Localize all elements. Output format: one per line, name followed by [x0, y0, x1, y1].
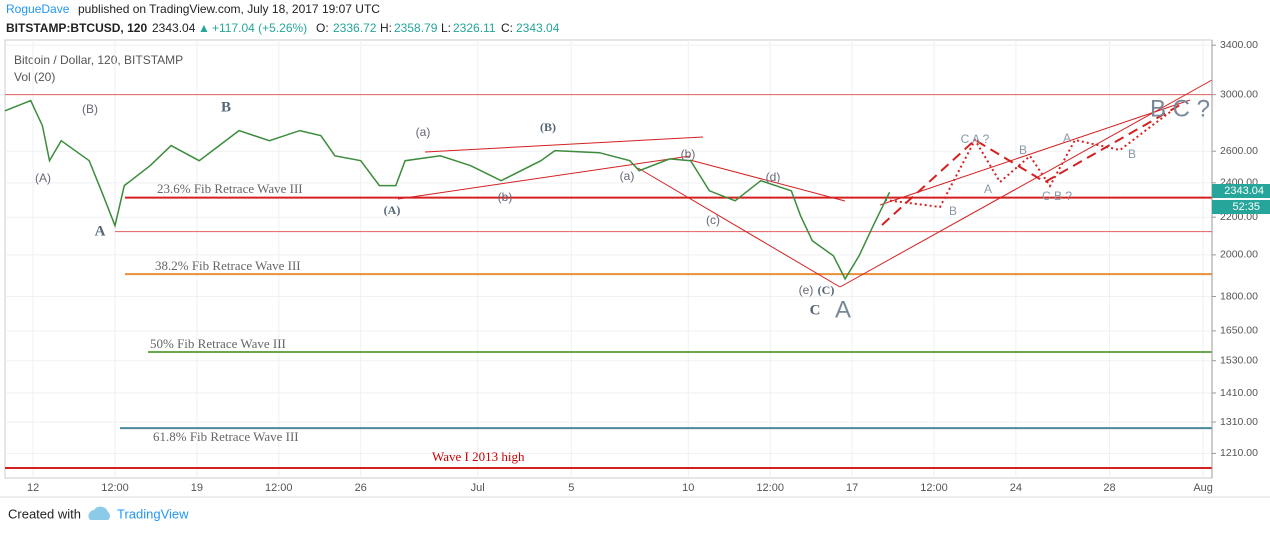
wave-label: (A) — [384, 203, 401, 217]
projection-dashed — [881, 104, 1181, 226]
open-label: O: — [316, 21, 329, 35]
trend-line — [689, 159, 846, 202]
wave-label: A — [835, 296, 851, 323]
change: +117.04 (+5.26%) — [212, 21, 307, 35]
trend-line — [397, 155, 691, 200]
symbol: BITSTAMP:BTCUSD, 120 — [6, 21, 147, 35]
close-label: C: — [501, 21, 513, 35]
wave-label: (A) — [35, 171, 51, 185]
wave-label: (d) — [766, 170, 781, 184]
x-tick-label: Jul — [471, 482, 485, 494]
wave-label: (a) — [620, 169, 635, 183]
published: published on TradingView.com, July 18, 2… — [78, 2, 380, 16]
wave-label: (b) — [681, 147, 696, 161]
footer-logo — [88, 506, 110, 520]
x-tick-label: 12:00 — [920, 482, 948, 494]
x-tick-label: Aug — [1193, 482, 1213, 494]
wave-label: C B ? — [1042, 189, 1072, 203]
low: 2326.11 — [453, 21, 496, 35]
low-label: L: — [441, 21, 451, 35]
x-tick-label: 12:00 — [265, 482, 293, 494]
wave-label: C A ? — [961, 132, 990, 146]
author[interactable]: RogueDave — [6, 2, 70, 16]
trend-line — [879, 99, 1191, 206]
chart-title: Bitcoin / Dollar, 120, BITSTAMP — [14, 53, 183, 67]
level-label: 38.2% Fib Retrace Wave III — [155, 258, 301, 273]
level-label: Wave I 2013 high — [432, 449, 525, 464]
y-tick-label: 3400.00 — [1220, 39, 1258, 51]
arrow: ▲ — [198, 21, 210, 35]
wave-label: A — [95, 223, 106, 239]
y-tick-label: 1650.00 — [1220, 325, 1258, 337]
y-tick-label: 1530.00 — [1220, 354, 1258, 366]
y-tick-label: 1310.00 — [1220, 416, 1258, 428]
x-tick-label: 10 — [682, 482, 694, 494]
last: 2343.04 — [152, 21, 196, 35]
wave-label: A — [984, 182, 992, 196]
price-line — [4, 99, 891, 281]
wave-label: A — [1063, 131, 1071, 145]
high-label: H: — [380, 21, 392, 35]
wave-label: (B) — [540, 120, 556, 134]
last-price-tag — [1212, 184, 1270, 198]
trend-line — [839, 79, 1213, 288]
wave-label: (c) — [706, 213, 720, 227]
x-tick-label: 28 — [1103, 482, 1115, 494]
wave-label: B — [1128, 147, 1136, 161]
wave-label: B C ? — [1150, 95, 1210, 122]
open: 2336.72 — [333, 21, 377, 35]
y-tick-label: 1800.00 — [1220, 290, 1258, 302]
countdown: 52:35 — [1232, 201, 1260, 213]
x-tick-label: 12 — [27, 482, 39, 494]
trend-line — [424, 136, 704, 153]
high: 2358.79 — [394, 21, 438, 35]
wave-label: B — [1019, 143, 1027, 157]
wave-label: (C) — [818, 283, 835, 297]
x-tick-label: 24 — [1010, 482, 1022, 494]
levels: 23.6% Fib Retrace Wave III 38.2% Fib Retr… — [5, 94, 1212, 470]
x-tick-label: 5 — [568, 482, 574, 494]
last-price: 2343.04 — [1224, 185, 1264, 197]
y-tick-label: 2600.00 — [1220, 145, 1258, 157]
level-label: 61.8% Fib Retrace Wave III — [153, 429, 299, 444]
x-tick-label: 26 — [355, 482, 367, 494]
y-tick-label: 2000.00 — [1220, 249, 1258, 261]
y-tick-label: 3000.00 — [1220, 88, 1258, 100]
x-tick-label: 12:00 — [756, 482, 784, 494]
wave-label: (a) — [416, 125, 431, 139]
y-tick-label: 1410.00 — [1220, 387, 1258, 399]
trend-line — [637, 167, 841, 288]
plot: (B)(A)AB(a) (B)(A)(b)(a)(b)(c)(d)(e) (C)C A… — [4, 95, 1210, 323]
close: 2343.04 — [516, 21, 560, 35]
footer-created: Created with — [8, 506, 81, 521]
countdown-tag — [1212, 200, 1270, 214]
x-tick-label: 17 — [846, 482, 858, 494]
x-tick-label: 12:00 — [101, 482, 129, 494]
wave-label: C — [810, 302, 821, 318]
wave-label: B — [221, 99, 231, 115]
chart-subtitle: Vol (20) — [14, 70, 55, 84]
x-tick-label: 19 — [191, 482, 203, 494]
projection-dotted — [884, 111, 1171, 209]
y-tick-label: 1210.00 — [1220, 447, 1258, 459]
level-label: 23.6% Fib Retrace Wave III — [157, 181, 303, 196]
footer-brand[interactable]: TradingView — [117, 506, 189, 521]
wave-label: B — [949, 204, 957, 218]
wave-label: (e) — [799, 283, 814, 297]
symbol-row: BITSTAMP:BTCUSD, 120 2343.04 ▲ +117.04 (… — [6, 21, 560, 35]
wave-label: (B) — [82, 102, 98, 116]
level-label: 50% Fib Retrace Wave III — [150, 336, 286, 351]
drawings — [397, 79, 1213, 288]
wave-label: (b) — [498, 190, 513, 204]
